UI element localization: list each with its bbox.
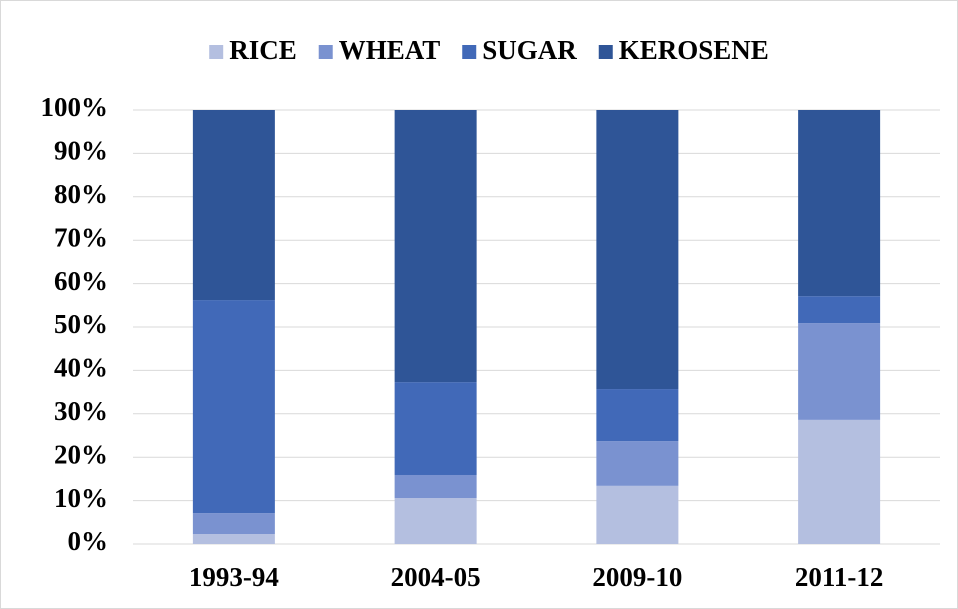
legend-label: SUGAR bbox=[482, 35, 577, 65]
bar-segment bbox=[394, 497, 477, 544]
legend-swatch bbox=[209, 45, 224, 59]
y-tick-label: 30% bbox=[54, 396, 108, 426]
y-tick-label: 50% bbox=[54, 309, 108, 339]
bar-segment bbox=[798, 110, 881, 297]
y-tick-label: 60% bbox=[54, 266, 108, 296]
bar-segment bbox=[192, 300, 275, 514]
bar-segment bbox=[192, 534, 275, 544]
legend-label: KEROSENE bbox=[619, 35, 769, 65]
bar-segment bbox=[192, 513, 275, 535]
y-tick-label: 70% bbox=[54, 222, 108, 252]
bar-segment bbox=[798, 296, 881, 324]
legend-label: RICE bbox=[229, 35, 297, 65]
bar-segment bbox=[394, 474, 477, 498]
bar-segment bbox=[394, 382, 477, 475]
bar-segment bbox=[798, 419, 881, 544]
bar-segment bbox=[596, 441, 679, 486]
bar-segment bbox=[394, 110, 477, 383]
y-tick-label: 0% bbox=[68, 526, 109, 556]
x-tick-label: 2004-05 bbox=[391, 562, 481, 592]
y-tick-label: 20% bbox=[54, 439, 108, 469]
x-tick-label: 1993-94 bbox=[189, 562, 279, 592]
legend-swatch bbox=[462, 45, 477, 59]
x-tick-label: 2009-10 bbox=[592, 562, 682, 592]
y-tick-label: 80% bbox=[54, 179, 108, 209]
legend-swatch bbox=[598, 45, 613, 59]
bar-segment bbox=[596, 389, 679, 442]
bar-segment bbox=[596, 110, 679, 390]
legend-label: WHEAT bbox=[339, 35, 441, 65]
bar-segment bbox=[596, 485, 679, 544]
y-tick-label: 40% bbox=[54, 353, 108, 383]
bar-segment bbox=[798, 323, 881, 420]
bar-segment bbox=[192, 110, 275, 301]
y-tick-label: 10% bbox=[54, 483, 108, 513]
y-tick-label: 90% bbox=[54, 136, 108, 166]
y-tick-label: 100% bbox=[41, 92, 109, 122]
x-tick-label: 2011-12 bbox=[795, 562, 884, 592]
legend-swatch bbox=[318, 45, 333, 59]
